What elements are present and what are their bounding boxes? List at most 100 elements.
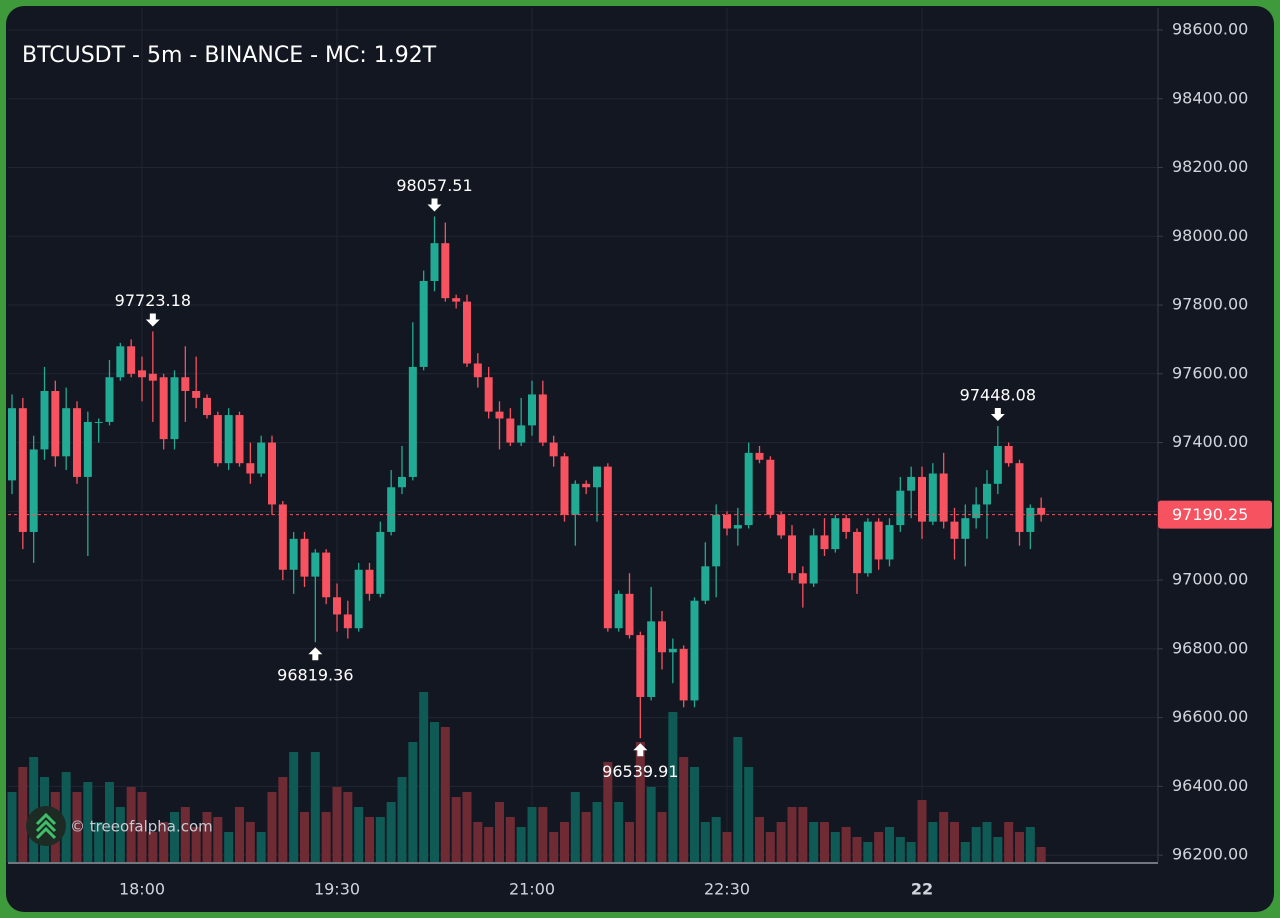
- volume-bar: [733, 737, 743, 862]
- candle-body: [278, 504, 287, 570]
- candle-body: [733, 525, 742, 529]
- candle-body: [289, 538, 298, 570]
- candle-body: [300, 538, 309, 577]
- volume-bar: [83, 782, 93, 862]
- y-tick-label: 98000.00: [1172, 226, 1248, 245]
- volume-bar: [711, 817, 721, 862]
- candle-body: [517, 425, 526, 443]
- candle-body: [62, 408, 71, 457]
- candle-body: [116, 346, 125, 378]
- volume-bar: [159, 822, 169, 862]
- candle-body: [657, 621, 666, 653]
- volume-bar: [484, 827, 494, 862]
- candle-body: [939, 473, 948, 522]
- volume-bar: [473, 822, 483, 862]
- candle-body: [213, 415, 222, 464]
- volume-bar: [819, 822, 829, 862]
- candle-body: [18, 408, 27, 532]
- y-tick-label: 96400.00: [1172, 776, 1248, 795]
- y-tick-label: 96600.00: [1172, 707, 1248, 726]
- candle-body: [527, 394, 536, 426]
- volume-bar: [343, 792, 353, 862]
- candle-body: [907, 476, 916, 491]
- volume-bar: [1014, 832, 1024, 862]
- candle-body: [105, 377, 114, 422]
- volume-bar: [299, 812, 309, 862]
- volume-bar: [104, 782, 114, 862]
- candle-body: [1037, 507, 1046, 515]
- candle-body: [354, 569, 363, 629]
- volume-bar: [993, 837, 1003, 862]
- candle-body: [332, 597, 341, 615]
- candle-body: [809, 535, 818, 584]
- candle-body: [387, 487, 396, 532]
- y-tick-label: 97400.00: [1172, 432, 1248, 451]
- candle-body: [852, 531, 861, 574]
- candle-body: [192, 390, 201, 398]
- volume-bar: [191, 827, 201, 862]
- candle-body: [29, 449, 38, 532]
- candle-body: [419, 280, 428, 367]
- candle-body: [1026, 507, 1035, 532]
- volume-bar: [971, 827, 981, 862]
- volume-bar: [1036, 847, 1046, 862]
- volume-bar: [559, 822, 569, 862]
- volume-bar: [267, 792, 277, 862]
- candle-body: [51, 390, 60, 457]
- candle-body: [592, 466, 601, 488]
- volume-bar: [18, 767, 28, 862]
- y-tick-label: 98400.00: [1172, 88, 1248, 107]
- volume-bar: [494, 802, 504, 862]
- candle-body: [83, 421, 92, 477]
- volume-bar: [679, 757, 689, 862]
- volume-bar: [321, 812, 331, 862]
- candle-body: [961, 518, 970, 539]
- volume-bar: [505, 817, 515, 862]
- volume-bar: [982, 822, 992, 862]
- candle-body: [202, 397, 211, 416]
- volume-bar: [895, 837, 905, 862]
- candle-body: [690, 600, 699, 701]
- last-price-box: [1158, 500, 1272, 529]
- volume-bar: [787, 807, 797, 862]
- high-label: 98057.51: [396, 176, 472, 195]
- candle-body: [137, 370, 146, 378]
- volume-bar: [397, 777, 407, 862]
- candle-body: [72, 408, 81, 477]
- candle-body: [668, 648, 677, 653]
- candle-layer: [8, 216, 1046, 739]
- volume-bar: [549, 832, 559, 862]
- volume-bar: [440, 727, 450, 862]
- volume-bar: [234, 807, 244, 862]
- candle-body: [257, 442, 266, 474]
- volume-bar: [852, 837, 862, 862]
- candle-body: [744, 452, 753, 526]
- candle-body: [701, 566, 710, 601]
- candle-body: [625, 593, 634, 636]
- candle-body: [798, 573, 807, 584]
- low-arrow: [308, 647, 323, 661]
- candle-body: [8, 408, 16, 481]
- candle-body: [777, 514, 786, 536]
- volume-bar: [462, 792, 472, 862]
- volume-bar: [592, 802, 602, 862]
- candle-body: [473, 363, 482, 378]
- candle-body: [917, 476, 926, 522]
- candle-body: [343, 614, 352, 629]
- volume-bar: [386, 802, 396, 862]
- candle-body: [885, 525, 894, 560]
- candle-body: [863, 521, 872, 574]
- volume-bar: [1004, 822, 1014, 862]
- x-tick-label: 22:30: [704, 880, 750, 899]
- candle-body: [170, 377, 179, 440]
- last-price-label: 97190.25: [1172, 505, 1248, 524]
- volume-bar: [213, 817, 223, 862]
- volume-bar: [646, 787, 656, 862]
- overlay-layer: 97723.18 98057.51 97448.08 96819.36 96539.91: [8, 176, 1158, 781]
- candle-body: [755, 452, 764, 460]
- volume-bar: [354, 807, 364, 862]
- volume-bar: [809, 822, 819, 862]
- volume-bar: [169, 812, 179, 862]
- volume-bar: [657, 812, 667, 862]
- candle-body: [766, 459, 775, 515]
